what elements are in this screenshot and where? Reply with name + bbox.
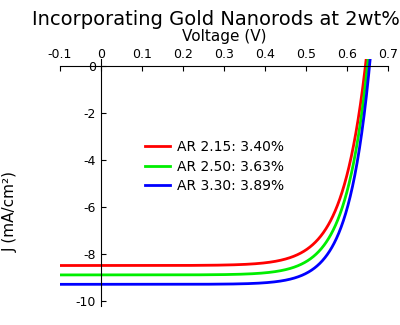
AR 2.15: 3.40%: (-0.0183, -8.5): 3.40%: (-0.0183, -8.5) <box>91 264 96 267</box>
Line: AR 2.50: 3.63%: AR 2.50: 3.63% <box>60 54 388 275</box>
AR 2.50: 3.63%: (0.7, 0.5): 3.63%: (0.7, 0.5) <box>386 52 390 56</box>
AR 2.15: 3.40%: (0.524, -7.49): 3.40%: (0.524, -7.49) <box>313 240 318 244</box>
AR 2.50: 3.63%: (0.252, -8.89): 3.63%: (0.252, -8.89) <box>202 273 207 277</box>
AR 3.30: 3.89%: (0.524, -8.56): 3.89%: (0.524, -8.56) <box>313 265 318 269</box>
AR 3.30: 3.89%: (0.224, -9.3): 3.89%: (0.224, -9.3) <box>190 282 195 286</box>
Line: AR 3.30: 3.89%: AR 3.30: 3.89% <box>60 54 388 284</box>
AR 2.15: 3.40%: (0.224, -8.49): 3.40%: (0.224, -8.49) <box>190 264 195 267</box>
AR 2.50: 3.63%: (0.538, -7.76): 3.63%: (0.538, -7.76) <box>319 246 324 250</box>
AR 2.50: 3.63%: (0.524, -8.03): 3.63%: (0.524, -8.03) <box>313 253 318 256</box>
Line: AR 2.15: 3.40%: AR 2.15: 3.40% <box>60 54 388 266</box>
AR 2.50: 3.63%: (-0.0183, -8.9): 3.63%: (-0.0183, -8.9) <box>91 273 96 277</box>
AR 2.15: 3.40%: (-0.1, -8.5): 3.40%: (-0.1, -8.5) <box>58 264 62 267</box>
AR 3.30: 3.89%: (0.252, -9.3): 3.89%: (0.252, -9.3) <box>202 282 207 286</box>
X-axis label: Voltage (V): Voltage (V) <box>182 29 266 44</box>
AR 3.30: 3.89%: (0.7, 0.5): 3.89%: (0.7, 0.5) <box>386 52 390 56</box>
AR 2.50: 3.63%: (0.654, 0.5): 3.63%: (0.654, 0.5) <box>366 52 371 56</box>
AR 2.15: 3.40%: (0.649, 0.5): 3.40%: (0.649, 0.5) <box>364 52 369 56</box>
AR 3.30: 3.89%: (0.538, -8.33): 3.89%: (0.538, -8.33) <box>319 260 324 264</box>
AR 2.50: 3.63%: (-0.1, -8.9): 3.63%: (-0.1, -8.9) <box>58 273 62 277</box>
Legend: AR 2.15: 3.40%, AR 2.50: 3.63%, AR 3.30: 3.89%: AR 2.15: 3.40%, AR 2.50: 3.63%, AR 3.30:… <box>139 135 289 199</box>
Y-axis label: J (mA/cm²): J (mA/cm²) <box>2 171 17 252</box>
AR 2.15: 3.40%: (0.252, -8.49): 3.40%: (0.252, -8.49) <box>202 263 207 267</box>
AR 3.30: 3.89%: (0.449, -9.13): 3.89%: (0.449, -9.13) <box>283 278 288 282</box>
AR 2.50: 3.63%: (0.224, -8.9): 3.63%: (0.224, -8.9) <box>190 273 195 277</box>
AR 2.50: 3.63%: (0.449, -8.68): 3.63%: (0.449, -8.68) <box>283 268 288 272</box>
AR 3.30: 3.89%: (0.658, 0.5): 3.89%: (0.658, 0.5) <box>368 52 373 56</box>
Text: Incorporating Gold Nanorods at 2wt%: Incorporating Gold Nanorods at 2wt% <box>32 10 400 29</box>
AR 2.15: 3.40%: (0.449, -8.23): 3.40%: (0.449, -8.23) <box>283 257 288 261</box>
AR 3.30: 3.89%: (-0.1, -9.3): 3.89%: (-0.1, -9.3) <box>58 282 62 286</box>
AR 3.30: 3.89%: (-0.0183, -9.3): 3.89%: (-0.0183, -9.3) <box>91 282 96 286</box>
AR 2.15: 3.40%: (0.538, -7.2): 3.40%: (0.538, -7.2) <box>319 233 324 237</box>
AR 2.15: 3.40%: (0.7, 0.5): 3.40%: (0.7, 0.5) <box>386 52 390 56</box>
